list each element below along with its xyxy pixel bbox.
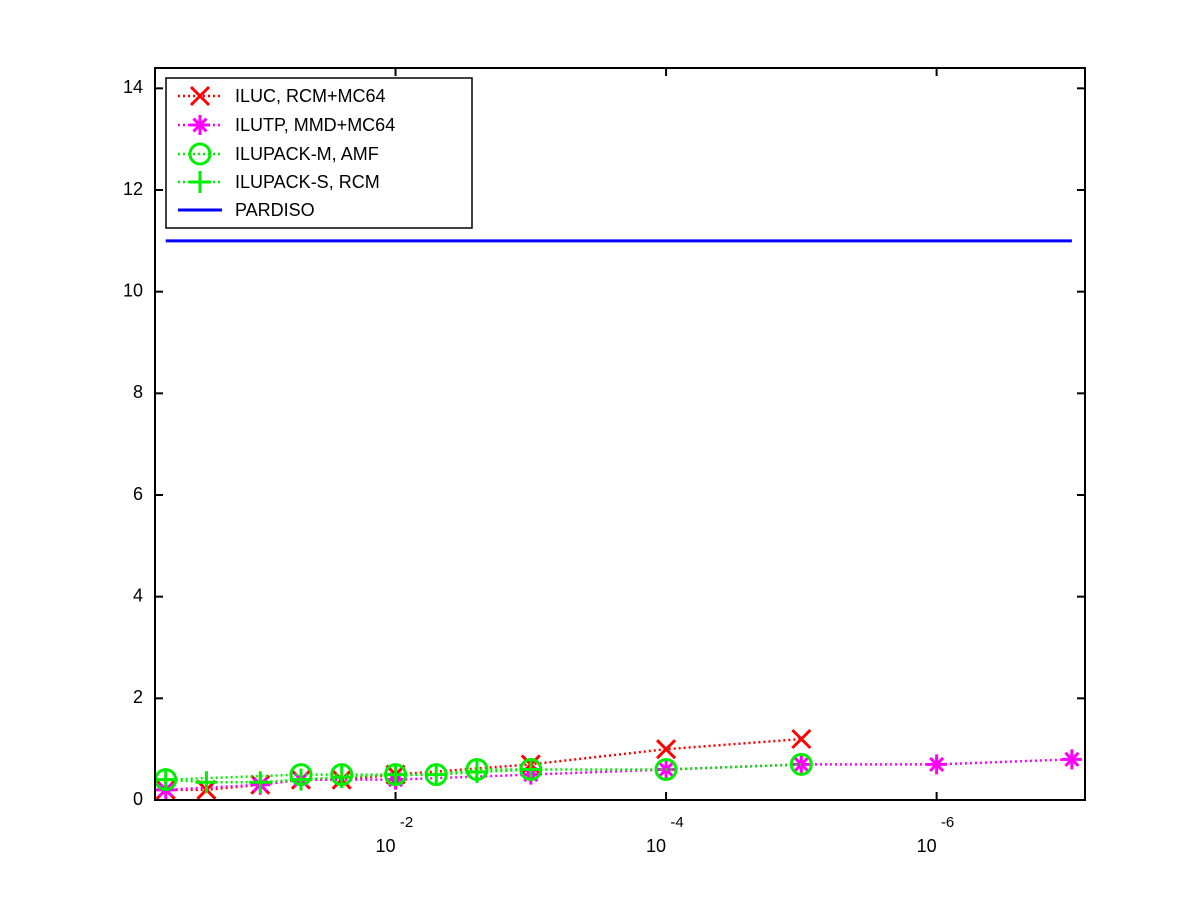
y-tick-label: 2: [133, 687, 143, 707]
marker: [249, 771, 272, 794]
y-tick-label: 10: [123, 280, 143, 300]
legend-box: [165, 77, 473, 229]
marker: [289, 768, 312, 791]
marker: [789, 752, 813, 776]
y-tick-label: 12: [123, 179, 143, 199]
marker: [465, 761, 488, 784]
marker: [384, 763, 407, 786]
y-tick-label: 8: [133, 382, 143, 402]
x-tick-label: 10: [376, 836, 396, 856]
marker: [330, 766, 353, 789]
legend-label: ILUPACK-S, RCM: [235, 172, 380, 192]
marker: [654, 758, 678, 781]
legend-label: PARDISO: [235, 200, 315, 220]
marker: [656, 739, 677, 760]
y-tick-label: 4: [133, 585, 143, 605]
legend-label: ILUC, RCM+MC64: [235, 86, 386, 106]
marker: [154, 768, 177, 791]
legend-label: ILUTP, MMD+MC64: [235, 115, 395, 135]
marker: [425, 763, 448, 786]
marker: [1061, 749, 1082, 770]
marker: [791, 754, 812, 775]
marker: [926, 754, 947, 775]
marker: [519, 758, 542, 781]
x-tick-exponent: -2: [400, 814, 413, 831]
y-tick-label: 6: [133, 484, 143, 504]
y-tick-label: 0: [133, 789, 143, 809]
x-tick-label: 10: [917, 836, 937, 856]
marker: [791, 728, 812, 750]
legend-label: ILUPACK-M, AMF: [235, 144, 379, 164]
y-tick-label: 14: [123, 77, 143, 97]
x-tick-label: 10: [646, 836, 666, 856]
marker: [190, 115, 210, 135]
marker: [195, 771, 218, 794]
x-tick-exponent: -4: [670, 814, 683, 831]
plot-frame: [154, 67, 1086, 801]
x-tick-exponent: -6: [941, 814, 954, 831]
marker: [189, 85, 211, 107]
marker: [189, 171, 211, 193]
marker: [188, 142, 212, 166]
